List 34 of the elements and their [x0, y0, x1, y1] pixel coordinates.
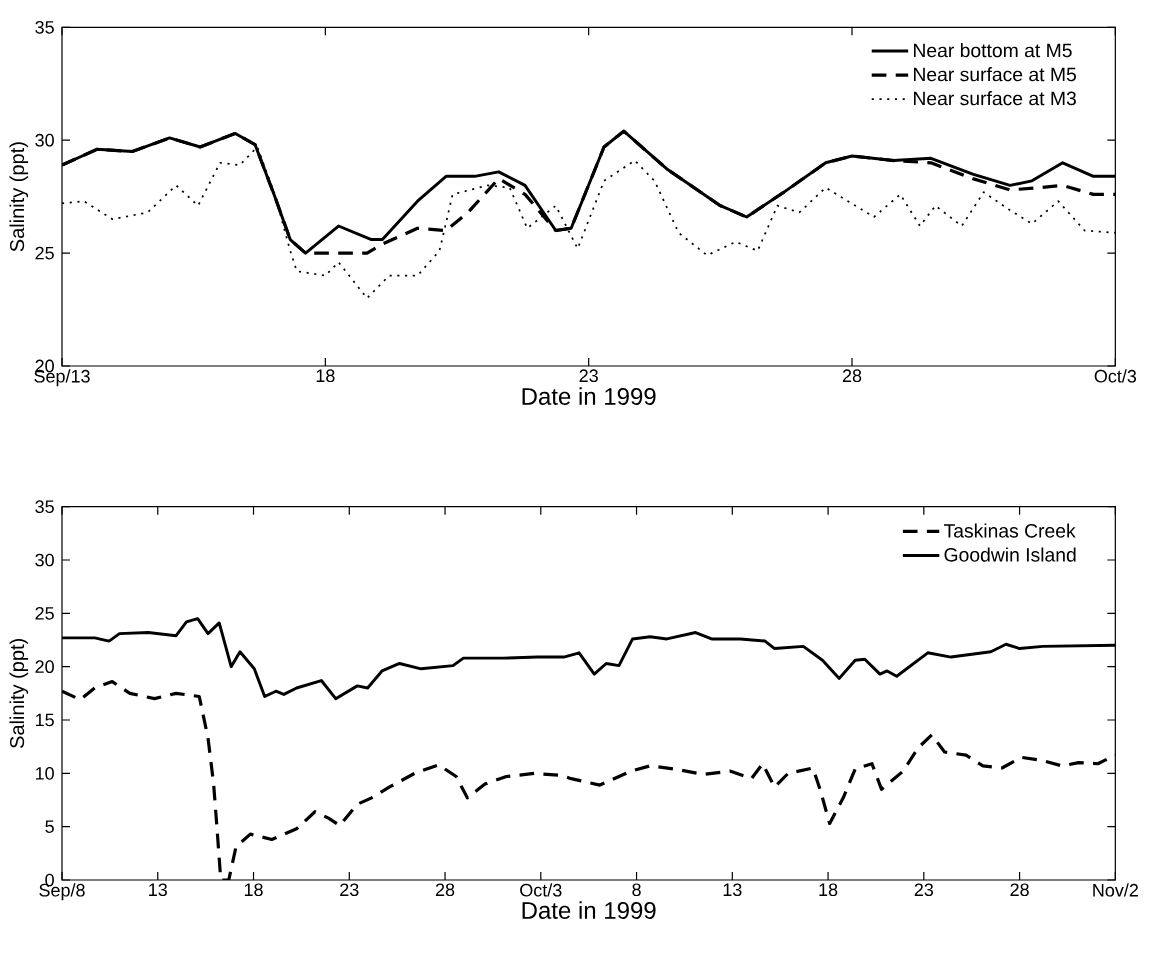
- x-tick-label: 23: [914, 883, 934, 897]
- x-axis-title: Date in 1999: [522, 387, 656, 405]
- y-tick-label: 35: [35, 20, 54, 34]
- x-tick-label: 18: [316, 369, 335, 383]
- y-tick-label: 15: [35, 713, 54, 727]
- x-tick-label: 28: [1010, 883, 1029, 897]
- x-tick-label: Oct/3: [1094, 369, 1137, 383]
- x-axis-title: Date in 1999: [522, 901, 656, 919]
- x-tick-label: 13: [723, 883, 742, 897]
- y-tick-label: 25: [35, 606, 54, 620]
- y-tick-label: 25: [35, 246, 54, 260]
- legend-label: Near surface at M5: [914, 67, 1076, 82]
- x-tick-label: 18: [244, 883, 263, 897]
- x-tick-label: Oct/3: [520, 883, 562, 897]
- y-tick-label: 30: [35, 133, 54, 147]
- legend-label: Near surface at M3: [914, 91, 1076, 106]
- y-tick-label: 30: [35, 553, 54, 567]
- legend-label: Near bottom at M5: [914, 43, 1072, 58]
- y-tick-label: 5: [45, 820, 54, 833]
- x-tick-label: 23: [579, 369, 598, 383]
- x-tick-label: 8: [632, 883, 641, 897]
- y-tick-label: 35: [35, 500, 54, 514]
- x-tick-label: 18: [819, 883, 838, 897]
- x-tick-label: 13: [149, 883, 167, 897]
- y-axis-title: Salinity (ppt): [9, 142, 29, 252]
- y-axis-title: Salinity (ppt): [9, 639, 29, 749]
- legend-label: Taskinas Creek: [943, 523, 1076, 538]
- x-tick-label: 28: [842, 369, 862, 383]
- y-tick-label: 10: [35, 766, 54, 780]
- legend-label: Goodwin Island: [944, 547, 1076, 562]
- x-tick-label: 28: [435, 883, 455, 897]
- y-tick-label: 20: [35, 660, 54, 674]
- x-tick-label: 23: [340, 883, 359, 897]
- x-tick-label: Nov/2: [1093, 883, 1138, 897]
